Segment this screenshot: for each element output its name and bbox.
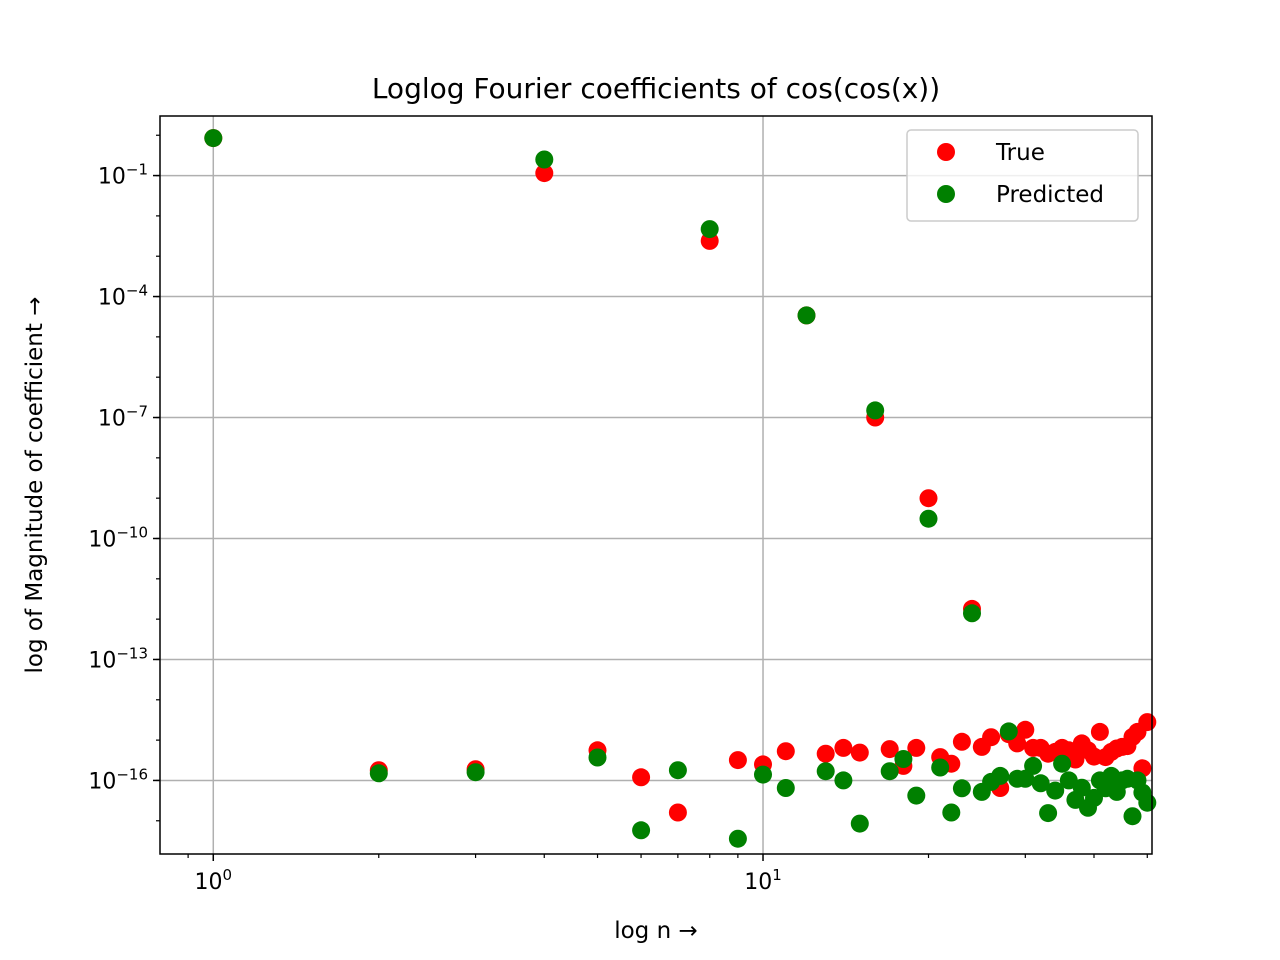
data-point-predicted xyxy=(1039,804,1058,823)
data-point-predicted xyxy=(866,401,885,420)
data-point-predicted xyxy=(907,786,926,805)
data-point-predicted xyxy=(728,829,747,848)
data-point-predicted xyxy=(1024,756,1043,775)
data-point-predicted xyxy=(999,722,1018,741)
y-tick-label: 10−16 xyxy=(88,765,148,794)
data-point-predicted xyxy=(834,771,853,790)
data-point-predicted xyxy=(535,150,554,169)
y-tick-label: 10−4 xyxy=(98,282,148,311)
y-axis-label: log of Magnitude of coefficient → xyxy=(22,297,48,674)
data-point-true xyxy=(850,743,869,762)
data-point-true xyxy=(1090,722,1109,741)
data-point-predicted xyxy=(1016,769,1035,788)
legend: True Predicted xyxy=(906,129,1139,222)
data-point-predicted xyxy=(204,129,223,148)
x-tick-label: 101 xyxy=(744,866,782,895)
data-point-predicted xyxy=(850,814,869,833)
data-point-true xyxy=(816,744,835,763)
data-point-predicted xyxy=(880,762,899,781)
data-point-predicted xyxy=(952,779,971,798)
data-point-true xyxy=(880,740,899,759)
legend-label-predicted: Predicted xyxy=(996,182,1104,208)
data-point-predicted xyxy=(700,220,719,239)
data-point-predicted xyxy=(963,604,981,623)
data-point-predicted xyxy=(942,803,961,822)
legend-marker-true xyxy=(937,143,955,161)
data-point-true xyxy=(1138,713,1157,732)
data-point-true xyxy=(776,742,795,761)
data-point-true xyxy=(668,803,687,822)
data-point-true xyxy=(1016,720,1035,739)
data-point-true xyxy=(982,728,1001,747)
data-point-predicted xyxy=(776,779,795,797)
data-point-true xyxy=(919,489,938,508)
x-axis-label: log n → xyxy=(614,918,698,944)
data-point-predicted xyxy=(991,766,1010,785)
plot-area-frame xyxy=(159,115,1153,855)
data-point-true xyxy=(952,732,971,751)
y-tick-label: 10−1 xyxy=(98,161,148,190)
data-point-predicted xyxy=(1031,774,1050,793)
data-point-predicted xyxy=(1123,807,1142,826)
legend-marker-predicted xyxy=(937,185,955,203)
legend-frame xyxy=(906,129,1139,222)
chart-title: Loglog Fourier coefficients of cos(cos(x… xyxy=(372,72,940,105)
data-point-true xyxy=(535,164,554,183)
scatter-points xyxy=(204,129,1157,848)
data-point-true xyxy=(632,768,651,787)
data-point-true xyxy=(907,738,926,757)
y-tick-label: 10−7 xyxy=(98,403,148,432)
data-point-true xyxy=(834,738,853,757)
data-point-predicted xyxy=(369,764,388,783)
data-point-predicted xyxy=(894,750,913,768)
data-point-true xyxy=(728,751,747,770)
data-point-predicted xyxy=(588,748,607,767)
data-point-predicted xyxy=(1046,781,1065,800)
data-point-predicted xyxy=(668,761,687,780)
data-point-predicted xyxy=(632,821,651,840)
data-point-predicted xyxy=(1072,778,1091,797)
data-point-predicted xyxy=(754,765,772,784)
grid xyxy=(160,116,1152,854)
legend-label-true: True xyxy=(995,140,1045,166)
data-point-predicted xyxy=(1053,754,1072,773)
data-point-predicted xyxy=(931,758,950,777)
data-point-predicted xyxy=(919,509,938,528)
y-tick-label: 10−10 xyxy=(88,523,148,552)
data-point-predicted xyxy=(797,306,816,325)
data-point-predicted xyxy=(466,763,485,782)
x-tick-label: 100 xyxy=(195,866,233,895)
data-point-predicted xyxy=(1138,793,1157,812)
y-tick-label: 10−13 xyxy=(88,644,148,673)
data-point-predicted xyxy=(816,762,835,781)
